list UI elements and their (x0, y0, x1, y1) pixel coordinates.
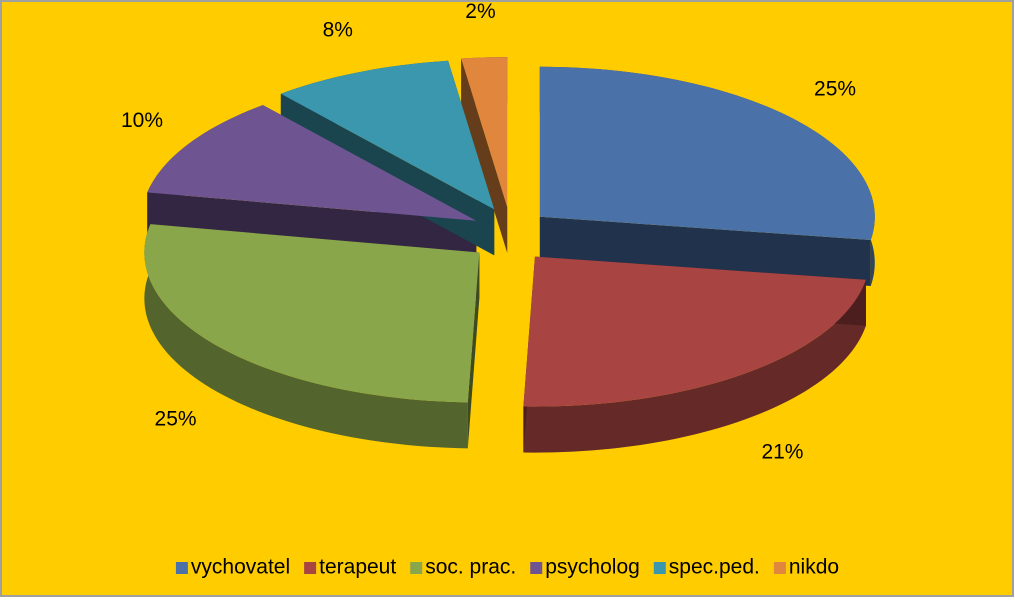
legend: vychovatel terapeut soc. prac. psycholog spe… (175, 556, 839, 579)
legend-label: vychovatel (191, 556, 290, 579)
slice (280, 60, 495, 210)
slice-face (539, 216, 871, 287)
slice-face (467, 252, 480, 449)
legend-swatch (530, 562, 543, 574)
legend-label: soc. prac. (425, 556, 516, 579)
legend-swatch (175, 562, 188, 574)
legend-swatch (410, 562, 423, 574)
legend-label: nikdo (789, 556, 839, 579)
data-label: 8% (323, 18, 353, 41)
data-label: 25% (814, 78, 856, 101)
data-label: 10% (121, 109, 163, 132)
legend-swatch (653, 562, 666, 574)
legend-label: spec.ped. (669, 556, 760, 579)
slice-side (523, 279, 866, 453)
slice (147, 105, 477, 221)
legend-label: psycholog (545, 556, 640, 579)
slice-side (144, 224, 468, 449)
slice (539, 66, 875, 241)
data-label: 25% (155, 408, 197, 431)
data-label: 21% (761, 440, 803, 463)
slice (144, 224, 480, 403)
slice-tops (144, 57, 875, 407)
slice (523, 256, 866, 407)
data-label: 2% (465, 0, 495, 23)
slice-face (461, 58, 508, 254)
legend-swatch (304, 562, 317, 574)
legend-label: terapeut (319, 556, 396, 579)
legend-swatch (773, 562, 786, 574)
slice (461, 57, 508, 208)
